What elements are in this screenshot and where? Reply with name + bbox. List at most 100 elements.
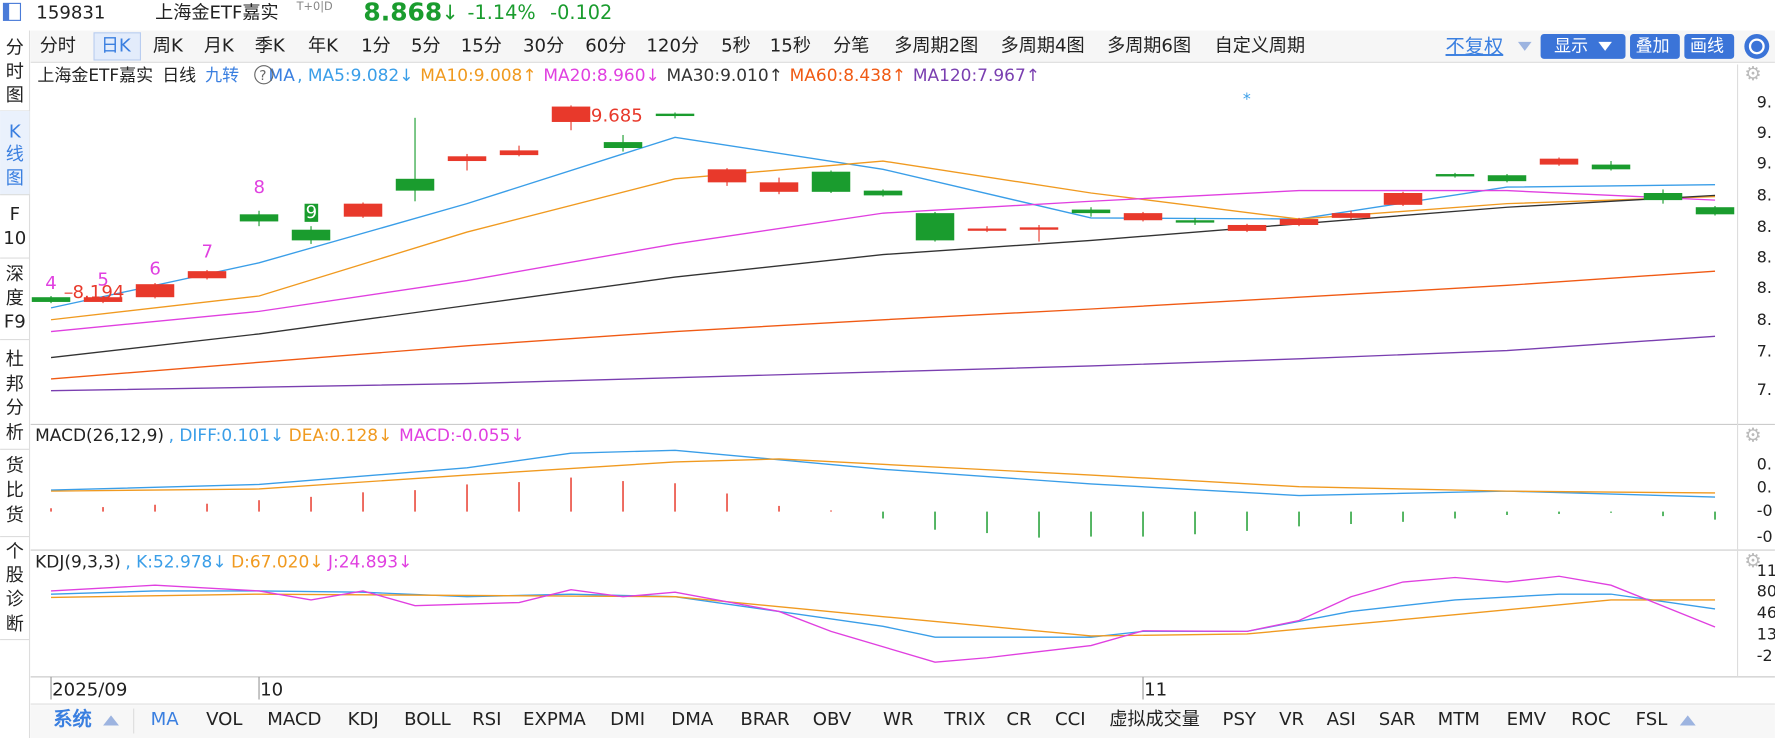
period-tab[interactable]: 30分 (523, 35, 564, 56)
indicator-tab[interactable]: MA (151, 709, 180, 730)
indicator-tab[interactable]: DMI (610, 709, 645, 730)
sidebar-label[interactable]: 邦 (6, 374, 24, 395)
indicator-tab[interactable]: KDJ (348, 709, 379, 730)
period-tab[interactable]: 多周期6图 (1107, 35, 1191, 56)
change: -0.102 (550, 1, 612, 24)
indicator-tab[interactable]: 虚拟成交量 (1109, 709, 1200, 730)
sidebar-label[interactable]: K (9, 121, 22, 142)
settings-icon[interactable]: ⚙ (1744, 549, 1761, 572)
sidebar-label[interactable]: 10 (3, 228, 26, 249)
sidebar-label[interactable]: 图 (6, 85, 24, 106)
axis-label: 8. (1757, 310, 1772, 329)
sidebar-label[interactable]: 分 (6, 398, 24, 419)
sidebar-label[interactable]: 图 (6, 168, 24, 189)
period-tab[interactable]: 月K (204, 35, 235, 56)
indicator-tab[interactable]: EMV (1507, 709, 1547, 730)
info-icon[interactable] (254, 65, 274, 85)
draw-button[interactable] (1684, 33, 1735, 59)
indicator-line (50, 575, 1716, 663)
period-tab[interactable]: 多周期2图 (894, 35, 978, 56)
indicator-tab[interactable]: TRIX (943, 709, 985, 730)
period-tab[interactable]: 分时 (40, 35, 76, 56)
period-tab[interactable]: 季K (255, 35, 286, 56)
tab-selected (93, 32, 142, 61)
period-tab[interactable]: 自定义周期 (1215, 35, 1306, 56)
indicator-line (50, 136, 1716, 309)
indicator-tab[interactable]: EXPMA (523, 709, 586, 730)
axis-label: 80 (1757, 581, 1775, 600)
candle-body (551, 106, 591, 122)
sidebar-label[interactable]: 断 (6, 614, 24, 635)
period-tab[interactable]: 日K (101, 35, 132, 56)
period-tab[interactable]: 15分 (461, 35, 502, 56)
sidebar-label[interactable]: 诊 (6, 589, 24, 610)
refresh-button[interactable] (1744, 33, 1770, 59)
period-tab[interactable]: 60分 (585, 35, 626, 56)
candle-body (395, 178, 435, 191)
candle-body (1435, 174, 1475, 177)
high-label: 9.685 (591, 106, 643, 127)
sidebar-label[interactable]: 个 (6, 541, 24, 562)
indicator-tab[interactable]: WR (883, 709, 914, 730)
indicator-tab[interactable]: PSY (1223, 709, 1257, 730)
candle-body (447, 156, 487, 162)
date-label: 11 (1144, 679, 1167, 700)
sidebar-label[interactable]: F9 (4, 312, 26, 333)
sidebar-label[interactable]: 时 (6, 61, 24, 82)
indicator-tab[interactable]: ASI (1327, 709, 1356, 730)
indicator-tab[interactable]: CR (1006, 709, 1032, 730)
sidebar-label[interactable]: 股 (6, 565, 24, 586)
indicator-tab[interactable]: OBV (813, 709, 852, 730)
period-tab[interactable]: 5秒 (721, 35, 751, 56)
adjust-link[interactable]: 不复权 (1446, 35, 1504, 58)
sidebar-label[interactable]: 货 (6, 505, 24, 526)
overlay-button[interactable] (1630, 33, 1680, 59)
period-tab[interactable]: 120分 (646, 35, 699, 56)
period-tab[interactable]: 年K (308, 35, 339, 56)
sidebar-label[interactable]: 析 (6, 423, 24, 444)
indicator-tab[interactable]: SAR (1379, 709, 1416, 730)
indicator-tab[interactable]: VOL (206, 709, 242, 730)
period-tab[interactable]: 1分 (361, 35, 391, 56)
period-tab[interactable]: 周K (153, 35, 184, 56)
sidebar-label[interactable]: 度 (6, 288, 24, 309)
show-button[interactable] (1540, 33, 1626, 59)
indicator-tab[interactable]: MACD (267, 709, 321, 730)
macd-title: MACD(26,12,9) (35, 426, 164, 446)
system-tab[interactable]: 系统 (53, 707, 91, 730)
indicator-tab[interactable]: VR (1279, 709, 1304, 730)
window-icon-bar (3, 3, 10, 21)
indicator-tab[interactable]: RSI (472, 709, 501, 730)
candle-body (291, 229, 331, 241)
indicator-tab[interactable]: ROC (1571, 709, 1610, 730)
kdj-legend: , K:52.978↓ (125, 553, 226, 573)
indicator-tab[interactable]: BOLL (404, 709, 451, 730)
indicator-tab[interactable]: BRAR (740, 709, 790, 730)
indicator-tab[interactable]: DMA (671, 709, 714, 730)
sidebar-label[interactable]: 杜 (6, 349, 24, 370)
sidebar-label[interactable]: 货 (6, 455, 24, 476)
indicator-tab[interactable]: FSL (1636, 709, 1668, 730)
candle-body (1487, 175, 1527, 182)
macd-legend: DEA:0.128↓ (289, 426, 393, 446)
indicator-tab[interactable]: CCI (1055, 709, 1086, 730)
period-tab[interactable]: 5分 (411, 35, 441, 56)
indicator-bar (30, 705, 1775, 738)
ma-legend: MA10:9.008↑ (420, 66, 536, 86)
period-tab[interactable]: 15秒 (770, 35, 811, 56)
indicator-tab[interactable]: MTM (1438, 709, 1480, 730)
sidebar-label[interactable]: 深 (6, 264, 24, 285)
axis-label: 46 (1757, 603, 1775, 622)
sidebar-label[interactable]: F (10, 204, 20, 225)
candle-body (83, 297, 123, 302)
sidebar-label[interactable]: 比 (6, 480, 24, 501)
sidebar-label[interactable]: 线 (6, 144, 24, 165)
period-tab[interactable]: 分笔 (833, 35, 869, 56)
macd-header: MACD(26,12,9), DIFF:0.101↓ DEA:0.128↓ MACD… (35, 426, 524, 446)
settings-icon[interactable]: ⚙ (1744, 62, 1761, 85)
sidebar-label[interactable]: 分 (6, 38, 24, 59)
period-tab[interactable]: 多周期4图 (1001, 35, 1085, 56)
settings-icon[interactable]: ⚙ (1744, 423, 1761, 446)
